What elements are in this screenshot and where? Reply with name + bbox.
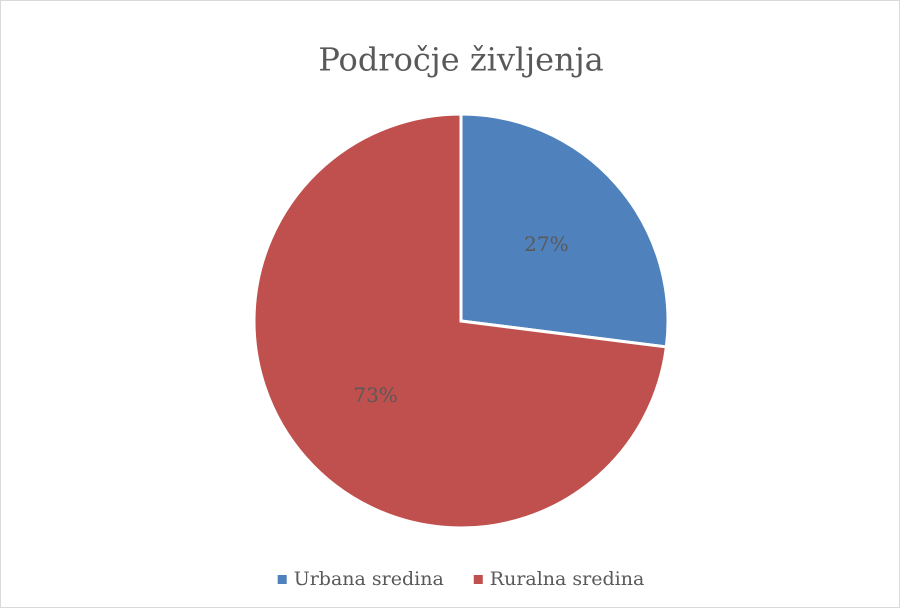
pie-slice [459, 112, 670, 349]
pie-slice [252, 112, 669, 530]
data-label: 27% [524, 232, 568, 256]
legend-marker [277, 575, 287, 584]
legend-marker [473, 575, 483, 584]
legend-label: Ruralna sredina [490, 568, 645, 590]
legend-label: Urbana sredina [294, 568, 444, 590]
chart-title: Področje življenja [318, 41, 603, 79]
data-label: 73% [353, 383, 397, 407]
